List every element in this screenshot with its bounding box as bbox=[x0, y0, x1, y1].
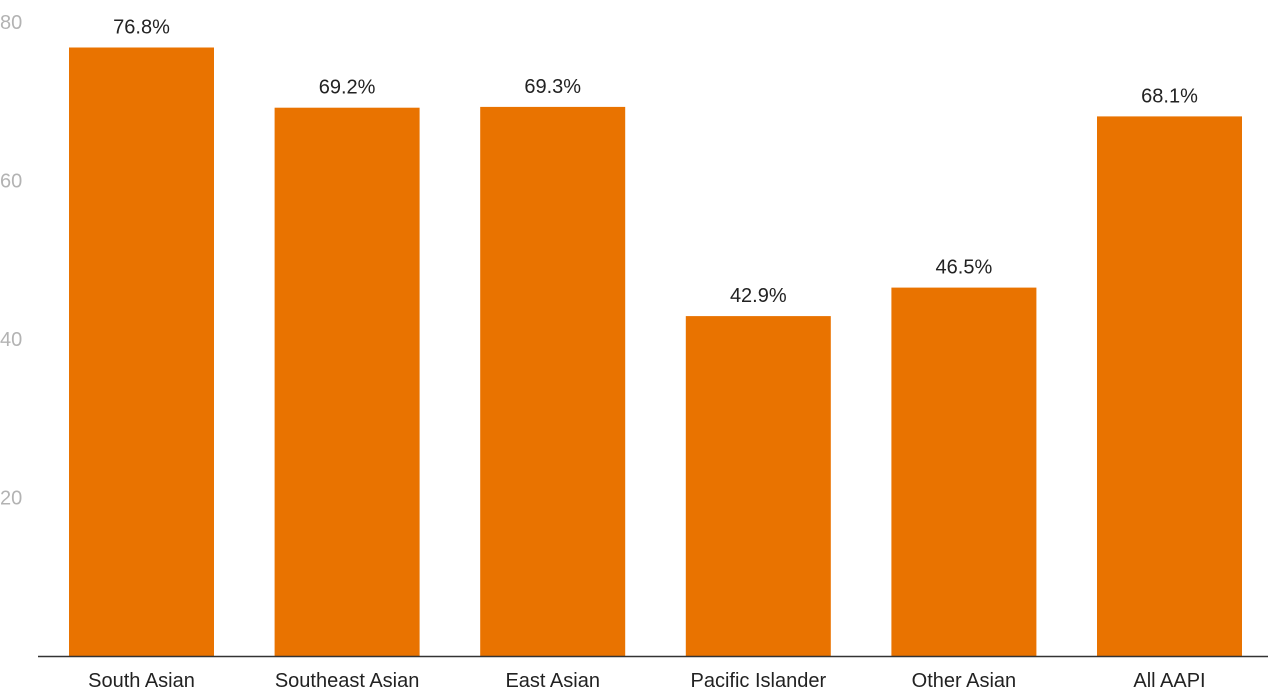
category-label: All AAPI bbox=[1133, 670, 1205, 692]
y-tick-label: 20 bbox=[0, 488, 22, 510]
category-label: Southeast Asian bbox=[275, 670, 420, 692]
data-label: 69.3% bbox=[524, 76, 581, 98]
data-label: 69.2% bbox=[319, 77, 376, 99]
data-label: 68.1% bbox=[1141, 85, 1198, 107]
bars-group bbox=[69, 47, 1242, 656]
data-label: 46.5% bbox=[936, 257, 993, 279]
bar bbox=[685, 316, 831, 656]
y-tick-label: 40 bbox=[0, 329, 22, 351]
bar bbox=[69, 47, 214, 656]
data-labels-group: 76.8% 69.2% 69.3% 42.9% 46.5% 68.1% bbox=[113, 17, 1198, 308]
bar bbox=[274, 107, 420, 656]
category-labels-group: South Asian Southeast Asian East Asian Paci… bbox=[88, 670, 1206, 692]
data-label: 76.8% bbox=[113, 17, 170, 39]
category-label: Other Asian bbox=[912, 670, 1017, 692]
y-tick-label: 80 bbox=[0, 12, 22, 34]
category-label: Pacific Islander bbox=[690, 670, 826, 692]
bar bbox=[1097, 116, 1242, 656]
y-tick-label: 60 bbox=[0, 171, 22, 193]
bar bbox=[480, 106, 626, 656]
bar bbox=[891, 287, 1037, 656]
category-label: South Asian bbox=[88, 670, 195, 692]
y-axis-ticks: 20 40 60 80 bbox=[0, 12, 22, 509]
data-label: 42.9% bbox=[730, 285, 787, 307]
category-label: East Asian bbox=[505, 670, 600, 692]
